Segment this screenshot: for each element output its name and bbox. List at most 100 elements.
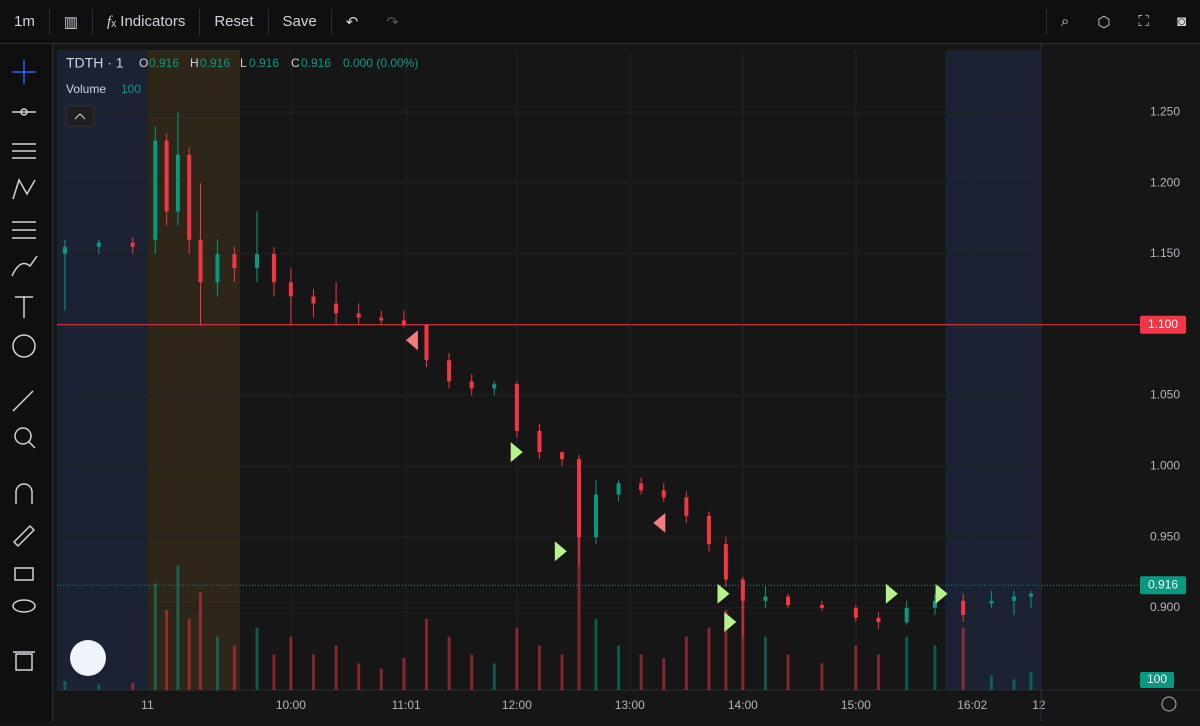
reset-button[interactable]: Reset xyxy=(214,13,254,30)
candle-body xyxy=(232,253,237,269)
volume-bar xyxy=(639,654,643,690)
replay-button[interactable]: ⌕ xyxy=(1060,13,1070,30)
crosshair-tool[interactable] xyxy=(12,60,36,84)
volume-bar xyxy=(905,636,909,690)
candle-body xyxy=(1012,596,1017,601)
undo-button[interactable]: ↶ xyxy=(345,13,359,31)
separator xyxy=(48,8,50,35)
volume-value: 100 xyxy=(121,82,141,96)
candle-body xyxy=(932,600,937,608)
high-value: 0.916 xyxy=(200,56,230,70)
candle-body xyxy=(577,459,582,538)
x-tick-label: 14:00 xyxy=(728,698,758,712)
lock-drawing-tool[interactable] xyxy=(12,524,36,548)
candle-body xyxy=(254,253,259,269)
volume-bar xyxy=(379,668,383,690)
volume-bar xyxy=(357,663,361,690)
tool-icons xyxy=(11,60,38,671)
buy-marker xyxy=(885,583,898,604)
x-tick-label: 13:00 xyxy=(615,698,645,712)
candle-body xyxy=(271,253,276,283)
redo-button[interactable]: ↷ xyxy=(386,13,399,31)
collapse-button[interactable] xyxy=(65,105,95,127)
volume-bar xyxy=(617,645,621,690)
settings-button[interactable] xyxy=(1161,696,1177,712)
volume-bar xyxy=(492,663,496,690)
volume-bar xyxy=(187,618,191,690)
fullscreen-button[interactable]: ⛶ xyxy=(1138,13,1149,30)
screenshot-button[interactable]: ◙ xyxy=(1176,13,1186,30)
symbol: TDTH · 1 xyxy=(66,55,124,71)
save-button[interactable]: Save xyxy=(282,13,317,30)
text-tool[interactable] xyxy=(15,296,33,318)
y-tick-label: 1.150 xyxy=(1150,246,1180,260)
candle-body xyxy=(876,617,881,623)
buy-marker xyxy=(510,442,523,463)
settings-button[interactable]: ⬡ xyxy=(1097,13,1111,31)
price-line-label: 1.100 xyxy=(1148,317,1178,331)
indicators-label: Indicators xyxy=(120,12,186,30)
volume-bar xyxy=(577,530,581,690)
x-tick-label: 12 xyxy=(1032,698,1046,712)
volume-bar xyxy=(876,654,880,690)
candle-body xyxy=(62,246,67,254)
line-tool[interactable] xyxy=(12,108,36,116)
last-price-label: 0.916 xyxy=(1148,577,1178,591)
chart: TDTH · 1 O 0.916 H 0.916 L 0.916 C 0.916… xyxy=(53,44,1200,721)
candle-body xyxy=(616,483,621,495)
volume-bar xyxy=(662,658,666,690)
candle-body xyxy=(819,605,824,608)
candle-body xyxy=(175,154,180,212)
interval-button[interactable]: 1m xyxy=(14,13,35,30)
candle-body xyxy=(379,317,384,321)
magnet-tool[interactable] xyxy=(15,483,33,504)
change-value: 0.000 (0.00%) xyxy=(343,56,418,70)
volume-bar xyxy=(684,636,688,690)
delete-tool[interactable] xyxy=(13,651,35,671)
separator xyxy=(1045,8,1047,35)
candle-body xyxy=(661,490,666,498)
pattern-tool[interactable] xyxy=(12,178,36,200)
volume-bar xyxy=(232,645,236,690)
emoji-tool[interactable] xyxy=(12,334,36,358)
volume-bar xyxy=(289,636,293,690)
volume-bar xyxy=(470,654,474,690)
volume-bar xyxy=(272,654,276,690)
open-value: 0.916 xyxy=(149,56,179,70)
projection-tool[interactable] xyxy=(12,221,36,239)
volume-bar xyxy=(741,583,745,690)
price-line-tag xyxy=(1140,315,1186,334)
visibility-tool[interactable] xyxy=(12,599,36,613)
zoom-tool[interactable] xyxy=(14,427,36,449)
y-tick-label: 0.900 xyxy=(1150,600,1180,614)
lock-tool[interactable] xyxy=(14,567,34,581)
measure-tool[interactable] xyxy=(12,390,34,412)
volume-tag-label: 100 xyxy=(1147,672,1167,686)
x-tick-label: 15:00 xyxy=(841,698,871,712)
volume-bar xyxy=(537,645,541,690)
candle-body xyxy=(469,381,474,389)
candle-body xyxy=(334,303,339,314)
top-toolbar: 1m ▥ fₓ Indicators Reset Save ↶ ↷ ⌕ ⬡ ⛶ ◙ xyxy=(0,0,1200,44)
candle-body xyxy=(401,320,406,325)
brush-tool[interactable] xyxy=(11,255,38,277)
candle-body xyxy=(961,600,966,615)
indicators-button[interactable]: fₓ Indicators xyxy=(107,12,186,30)
tradingview-logo xyxy=(70,640,106,676)
buy-marker xyxy=(935,583,948,604)
volume-bar xyxy=(707,627,711,690)
volume-bar xyxy=(854,645,858,690)
volume-bar xyxy=(311,654,315,690)
high-label: H xyxy=(190,56,199,70)
volume-bar xyxy=(63,681,67,690)
volume-bar xyxy=(1029,672,1033,690)
volume-bar xyxy=(1012,679,1016,690)
candle-body xyxy=(164,140,169,212)
fib-tool[interactable] xyxy=(12,143,36,159)
chart-type-button[interactable]: ▥ xyxy=(63,13,79,31)
candle-body xyxy=(424,324,429,361)
candle-body xyxy=(989,600,994,604)
volume-bar xyxy=(820,663,824,690)
session-band xyxy=(57,50,148,690)
